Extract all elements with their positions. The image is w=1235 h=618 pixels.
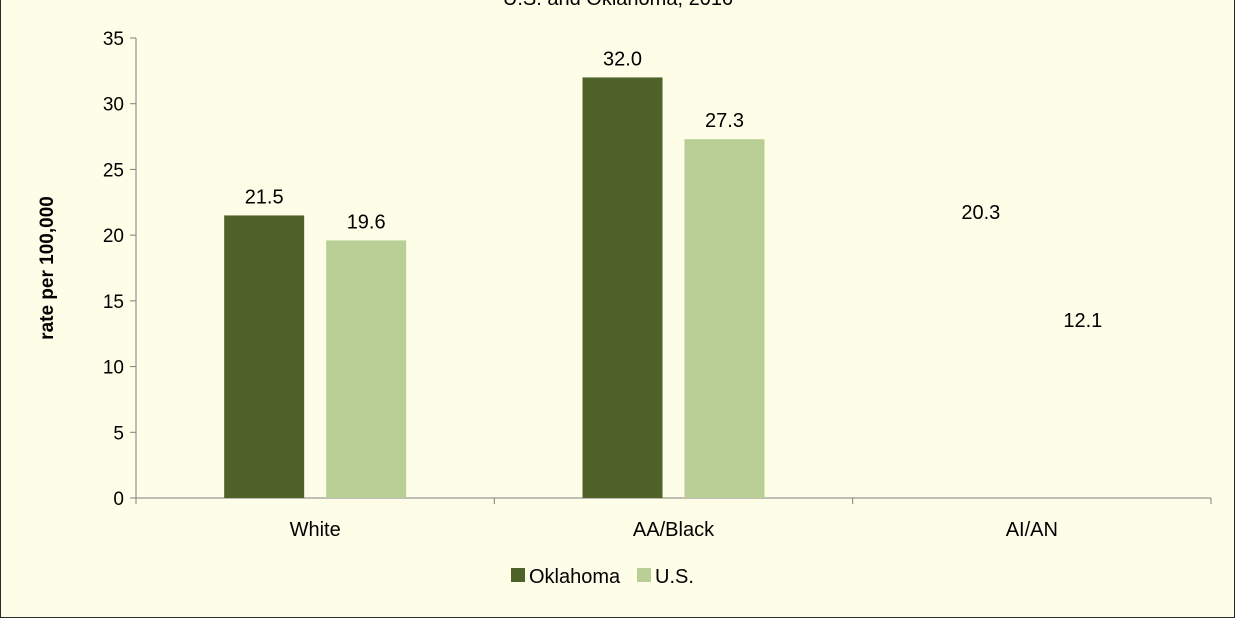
legend-label: Oklahoma [529,566,621,588]
y-tick-label: 5 [113,423,124,444]
y-tick-label: 0 [113,489,124,510]
data-label: 21.5 [245,186,284,208]
data-label: 27.3 [705,110,744,132]
x-category-label: AI/AN [1006,519,1058,541]
legend-swatch-oklahoma [511,568,525,582]
bar-oklahoma-0 [224,215,305,498]
x-category-label: White [290,519,341,541]
legend: Oklahoma U.S. [511,566,694,588]
y-tick-label: 10 [103,358,124,379]
data-label: 20.3 [961,202,1000,224]
chart-title: U.S. and Oklahoma, 2016 [503,0,733,10]
y-tick-label: 35 [103,29,124,50]
data-label: 32.0 [603,48,642,70]
data-label: 12.1 [1063,310,1102,332]
bar-u-s--0 [326,240,407,498]
y-axis-label: rate per 100,000 [37,196,58,340]
data-label: 19.6 [347,211,386,233]
y-tick-label: 30 [103,95,124,116]
y-tick-label: 15 [103,292,124,313]
bar-u-s--1 [684,139,765,498]
x-category-label: AA/Black [633,519,715,541]
legend-swatch-u-s- [637,568,651,582]
bar-oklahoma-1 [582,77,663,498]
legend-label: U.S. [655,566,694,588]
plot-area: 0 5 10 15 20 25 30 35 21.5 19.6 White 32.0 27.3 AA/Bl… [103,29,1212,541]
y-tick-label: 25 [103,160,124,181]
y-tick-label: 20 [103,226,124,247]
